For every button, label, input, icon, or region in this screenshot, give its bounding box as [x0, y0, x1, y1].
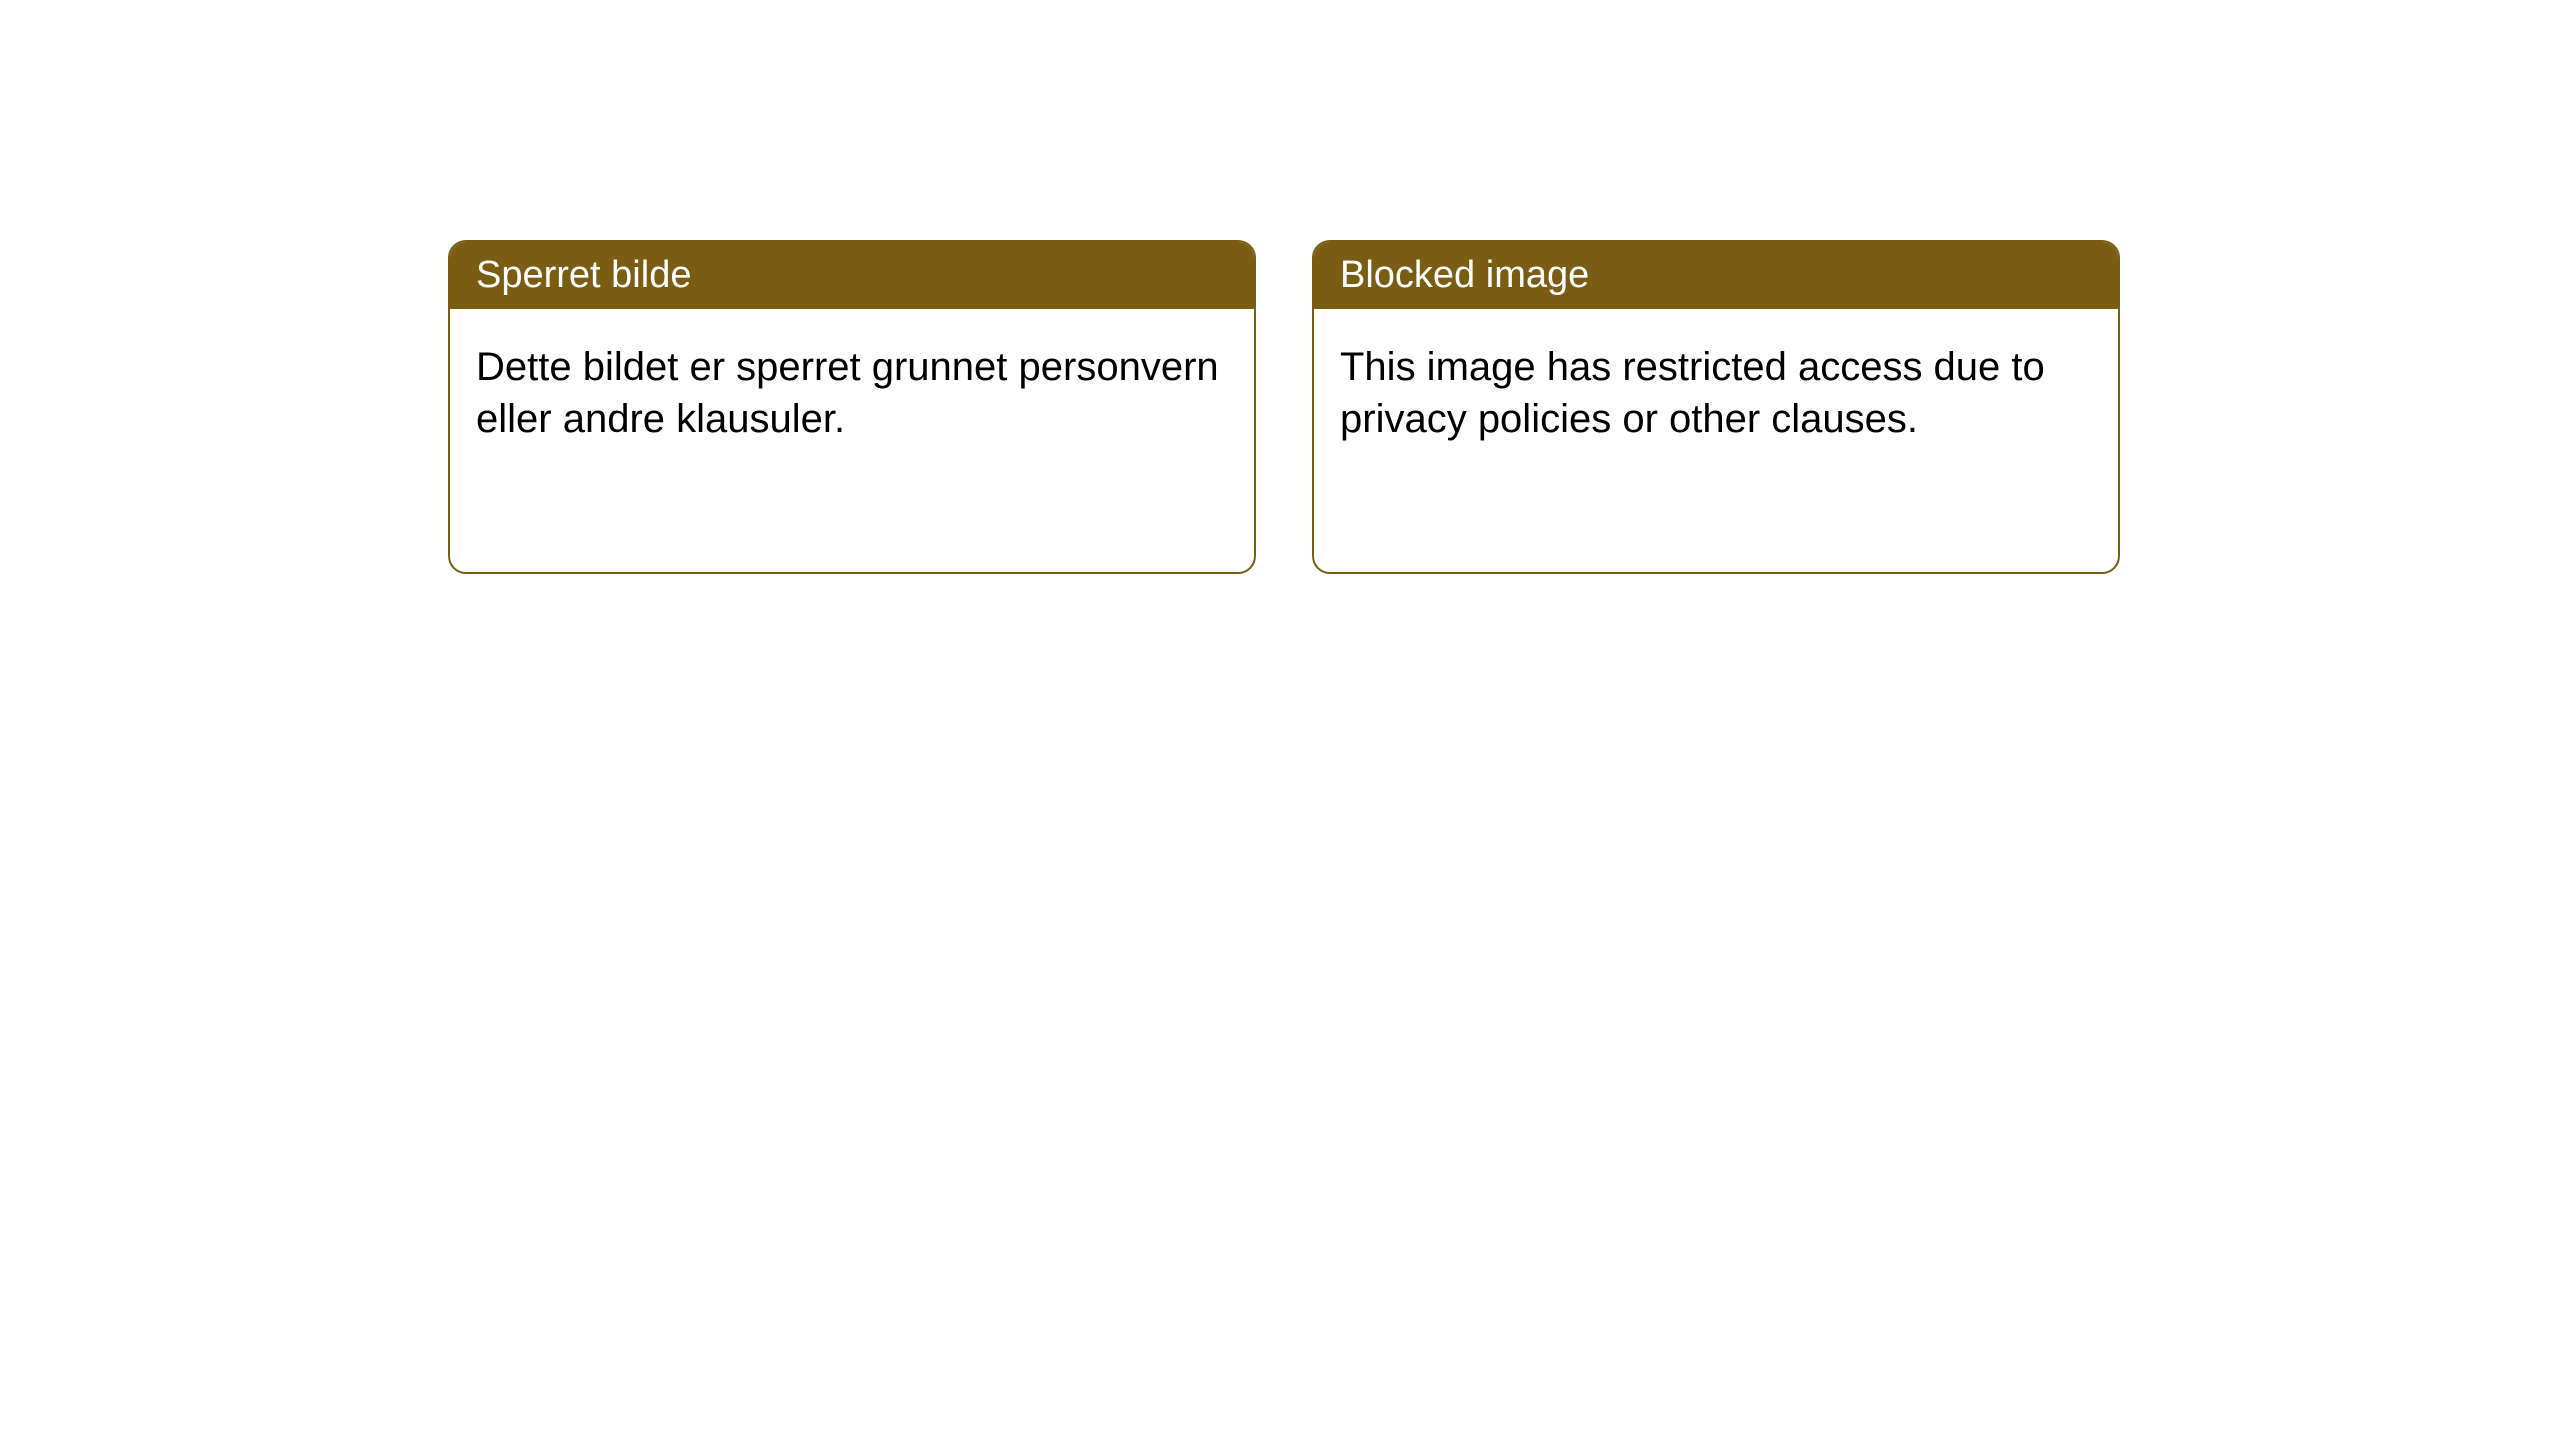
notice-header: Blocked image	[1314, 242, 2118, 309]
notice-title: Sperret bilde	[476, 254, 691, 296]
notice-title: Blocked image	[1340, 254, 1589, 296]
notice-container: Sperret bilde Dette bildet er sperret gr…	[0, 0, 2560, 574]
notice-card-english: Blocked image This image has restricted …	[1312, 240, 2120, 574]
notice-message: This image has restricted access due to …	[1340, 345, 2045, 441]
notice-card-norwegian: Sperret bilde Dette bildet er sperret gr…	[448, 240, 1256, 574]
notice-body: This image has restricted access due to …	[1314, 309, 2118, 477]
notice-header: Sperret bilde	[450, 242, 1254, 309]
notice-body: Dette bildet er sperret grunnet personve…	[450, 309, 1254, 477]
notice-message: Dette bildet er sperret grunnet personve…	[476, 345, 1219, 441]
